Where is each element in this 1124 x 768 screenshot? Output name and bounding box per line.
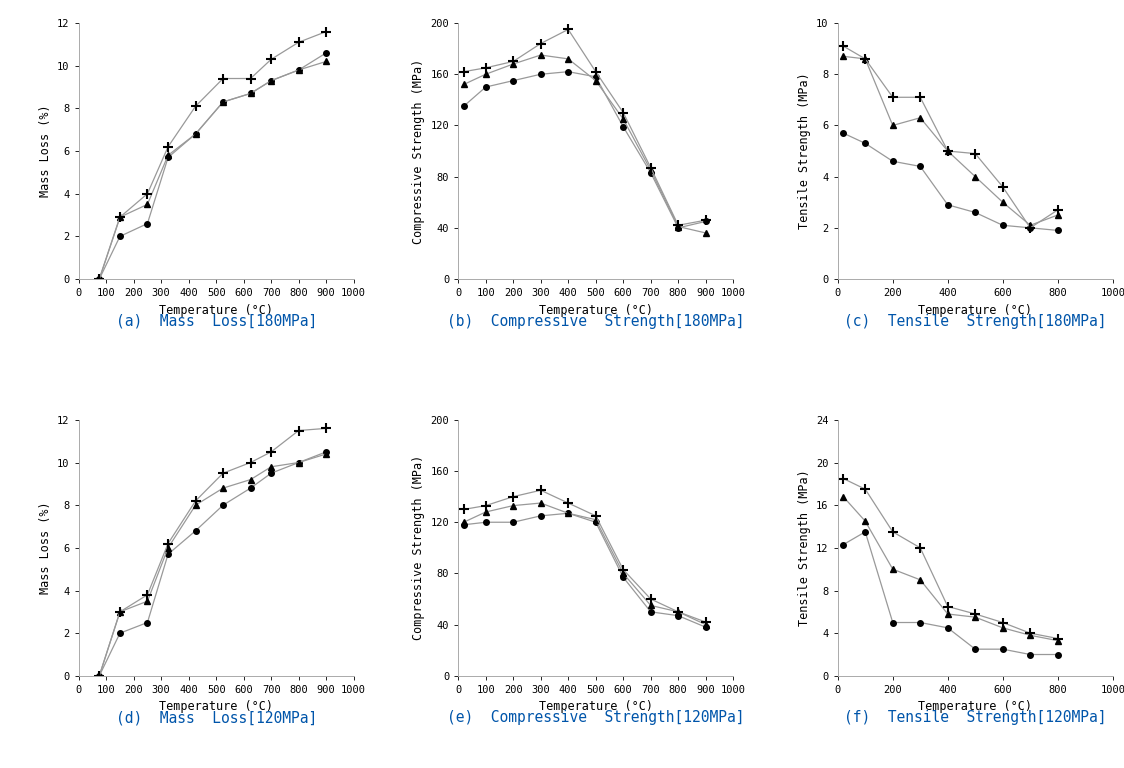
- Text: (b)  Compressive  Strength[180MPa]: (b) Compressive Strength[180MPa]: [447, 313, 744, 329]
- X-axis label: Temperature (°C): Temperature (°C): [538, 303, 653, 316]
- X-axis label: Temperature (°C): Temperature (°C): [918, 303, 1032, 316]
- Text: (d)  Mass  Loss[120MPa]: (d) Mass Loss[120MPa]: [116, 710, 317, 726]
- Y-axis label: Tensile Strength (MPa): Tensile Strength (MPa): [798, 469, 810, 626]
- X-axis label: Temperature (°C): Temperature (°C): [538, 700, 653, 713]
- Text: (f)  Tensile  Strength[120MPa]: (f) Tensile Strength[120MPa]: [844, 710, 1106, 726]
- X-axis label: Temperature (°C): Temperature (°C): [160, 700, 273, 713]
- X-axis label: Temperature (°C): Temperature (°C): [160, 303, 273, 316]
- Text: (a)  Mass  Loss[180MPa]: (a) Mass Loss[180MPa]: [116, 313, 317, 329]
- Y-axis label: Compressive Strength (MPa): Compressive Strength (MPa): [411, 58, 425, 243]
- Text: (e)  Compressive  Strength[120MPa]: (e) Compressive Strength[120MPa]: [447, 710, 744, 726]
- Y-axis label: Compressive Strength (MPa): Compressive Strength (MPa): [411, 455, 425, 641]
- Y-axis label: Mass Loss (%): Mass Loss (%): [38, 104, 52, 197]
- Y-axis label: Mass Loss (%): Mass Loss (%): [38, 502, 52, 594]
- X-axis label: Temperature (°C): Temperature (°C): [918, 700, 1032, 713]
- Text: (c)  Tensile  Strength[180MPa]: (c) Tensile Strength[180MPa]: [844, 313, 1106, 329]
- Y-axis label: Tensile Strength (MPa): Tensile Strength (MPa): [798, 73, 810, 230]
